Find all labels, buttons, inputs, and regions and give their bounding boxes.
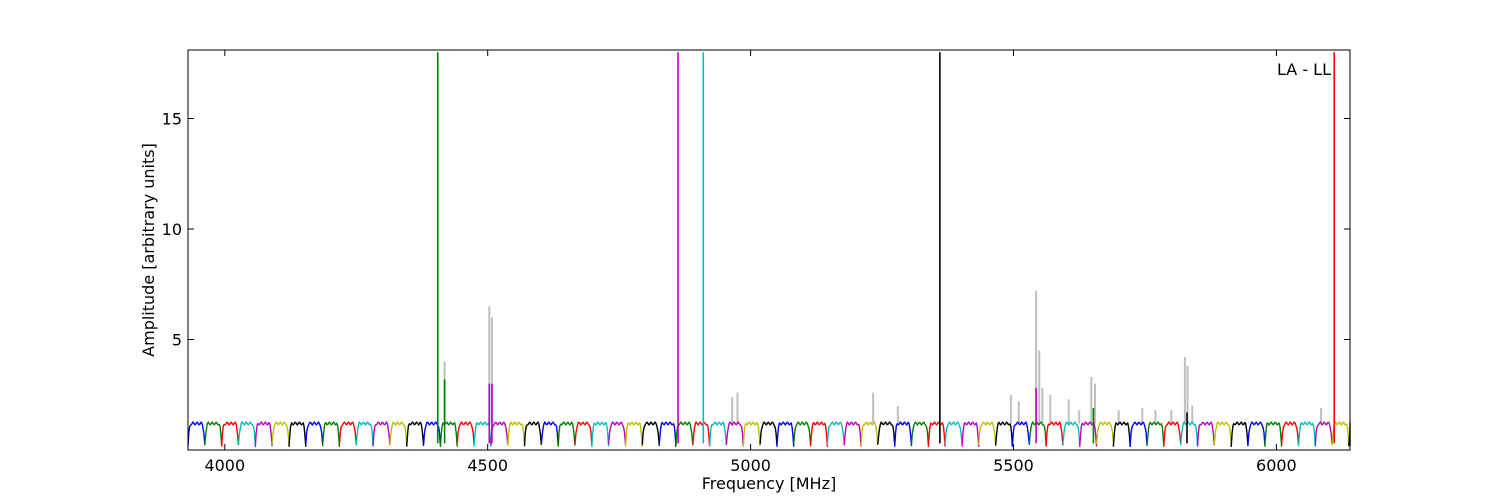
channel-segment-line (557, 421, 576, 447)
channel-segment-line (1112, 421, 1131, 447)
channel-segment-line (507, 421, 526, 447)
channel-segment-line (809, 421, 829, 447)
chart-annotation: LA - LL (1277, 60, 1331, 79)
channel-segment-line (1163, 421, 1182, 446)
channel-segment-line (1028, 420, 1047, 447)
channel-segment-line (1230, 421, 1249, 447)
channel-segment-line (1247, 421, 1266, 445)
channel-segment-line (1264, 421, 1283, 447)
channel-segment-line (490, 421, 509, 446)
channel-segment-line (338, 421, 357, 446)
x-tick-label: 6000 (1256, 456, 1297, 475)
channel-segment-line (187, 421, 206, 446)
channel-segment-line (894, 421, 913, 447)
channel-segment-line (1280, 421, 1300, 445)
channel-segment-line (607, 421, 627, 445)
channel-segment-line (591, 421, 610, 447)
channel-segment-line (961, 421, 980, 447)
x-tick-label: 4500 (467, 456, 508, 475)
channel-segment-line (574, 421, 593, 446)
channel-segment-line (389, 421, 408, 446)
channel-segment-line (1129, 421, 1148, 445)
channel-segment-line (1095, 421, 1115, 445)
spike-layer (436, 52, 1336, 444)
channel-segment-line (439, 421, 458, 447)
channel-segment-line (204, 420, 223, 447)
plot-frame (187, 49, 1351, 451)
channel-segment-line (456, 421, 475, 445)
plot-background (188, 50, 1350, 450)
channel-segment-line (1180, 420, 1199, 447)
channel-segment-line (641, 421, 660, 445)
channel-segment-line (1213, 421, 1232, 446)
channel-segment-line (221, 420, 240, 447)
x-axis-label: Frequency [MHz] (702, 474, 836, 493)
channel-segment-line (927, 421, 946, 447)
channel-segment-line (658, 421, 677, 447)
channel-segment-line (776, 421, 795, 447)
channel-segment-line (523, 421, 542, 446)
channel-segment-line (994, 421, 1014, 447)
x-tick-label: 5000 (730, 456, 771, 475)
channel-segment-line (978, 421, 997, 446)
channel-segment-line (288, 421, 307, 447)
channel-segment-line (1146, 421, 1165, 447)
channel-segment-line (355, 421, 374, 447)
channel-segment-line (843, 421, 862, 447)
x-tick-label: 5500 (993, 456, 1034, 475)
axis-ticks: 4000 4500 5000 5500 6000 5 10 15 (162, 50, 1350, 475)
channel-segment-line (624, 421, 643, 447)
channel-segment-line (910, 421, 929, 445)
channel-segment-line (1011, 421, 1030, 446)
channel-segment-line (254, 421, 273, 447)
channel-segment-line (877, 421, 896, 446)
channel-segment-line (271, 421, 290, 445)
channel-segment-line (944, 421, 963, 445)
channel-segment-line (1196, 420, 1215, 447)
y-axis-label: Amplitude [arbitrary units] (139, 143, 158, 357)
channel-segment-line (826, 421, 845, 446)
raw-spectrum-layer (443, 290, 1323, 424)
x-tick-label: 4000 (204, 456, 245, 475)
channel-segment-line (793, 421, 812, 445)
channel-segment-line (237, 421, 256, 446)
y-tick-label: 5 (172, 331, 182, 350)
channel-segment-line (1045, 421, 1064, 447)
y-tick-label: 10 (162, 220, 182, 239)
channel-segment-line (321, 421, 341, 447)
channel-segment-line (759, 421, 778, 445)
channel-segment-line (860, 420, 879, 447)
channel-segment-line (692, 420, 711, 447)
channel-segment-line (708, 420, 728, 447)
y-tick-label: 15 (162, 110, 182, 129)
channel-segment-line (305, 421, 324, 445)
channel-segment-line (406, 421, 425, 447)
channel-segment-line (1314, 421, 1333, 446)
channel-segment-line (1062, 421, 1081, 446)
channel-segment-line (540, 420, 559, 447)
channel-segment-line (742, 421, 761, 447)
channel-segment-line (473, 421, 492, 447)
channel-segment-line (372, 420, 391, 447)
channel-segment-line (1297, 421, 1316, 447)
channel-segment-line (725, 421, 744, 446)
